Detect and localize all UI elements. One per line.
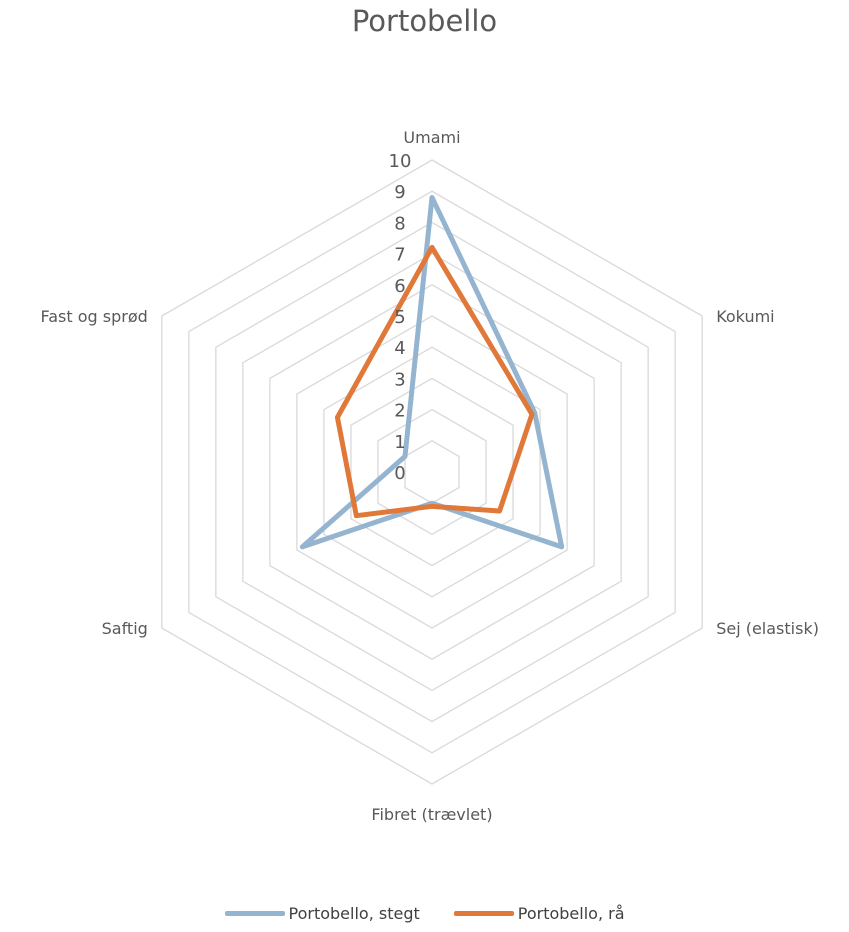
legend-swatch-raa xyxy=(453,911,514,916)
tick-label: 8 xyxy=(394,213,405,234)
axis-label: Sej (elastisk) xyxy=(716,619,819,638)
tick-labels: 0 1 2 3 4 5 6 7 8 9 10 xyxy=(389,151,412,484)
grid-ring-5 xyxy=(296,315,568,629)
grid-ring-1 xyxy=(404,440,460,504)
grid-ring-9 xyxy=(188,190,676,754)
tick-label: 6 xyxy=(394,276,405,297)
legend: Portobello, stegt Portobello, rå xyxy=(0,904,849,923)
legend-item-raa[interactable]: Portobello, rå xyxy=(453,904,625,923)
axis-label: Fibret (trævlet) xyxy=(371,805,492,824)
axis-labels: Umami Kokumi Sej (elastisk) Fibret (trævlet… xyxy=(41,128,819,824)
tick-label: 9 xyxy=(394,182,405,203)
series-line-0 xyxy=(299,194,565,550)
grid-ring-10 xyxy=(161,159,703,785)
legend-label-raa: Portobello, rå xyxy=(517,904,625,923)
legend-item-stegt[interactable]: Portobello, stegt xyxy=(224,904,420,923)
grid-ring-6 xyxy=(269,284,595,660)
tick-label: 4 xyxy=(394,338,405,359)
axis-label: Saftig xyxy=(102,619,148,638)
grid-layer xyxy=(161,159,703,785)
tick-label: 10 xyxy=(389,151,412,172)
grid-ring-8 xyxy=(215,221,649,723)
grid-ring-4 xyxy=(323,346,541,598)
series-line-1 xyxy=(334,244,535,519)
grid-ring-3 xyxy=(350,377,514,567)
chart-title: Portobello xyxy=(351,4,498,38)
legend-swatch-stegt xyxy=(224,911,285,916)
tick-label: 5 xyxy=(394,307,405,328)
tick-label: 1 xyxy=(394,432,405,453)
series-layer xyxy=(299,194,565,550)
legend-label-stegt: Portobello, stegt xyxy=(288,904,420,923)
radar-chart: 0 1 2 3 4 5 6 7 8 9 10 Umami Kokumi Sej (elastisk) Fi… xyxy=(41,128,819,824)
axis-label: Fast og sprød xyxy=(41,307,148,326)
axis-label: Umami xyxy=(403,128,460,147)
tick-label: 2 xyxy=(394,401,405,422)
tick-label: 7 xyxy=(394,245,405,266)
grid-ring-7 xyxy=(242,252,622,692)
tick-label: 3 xyxy=(394,369,405,390)
grid-ring-2 xyxy=(377,408,487,536)
tick-label: 0 xyxy=(394,463,405,484)
axis-label: Kokumi xyxy=(716,307,774,326)
